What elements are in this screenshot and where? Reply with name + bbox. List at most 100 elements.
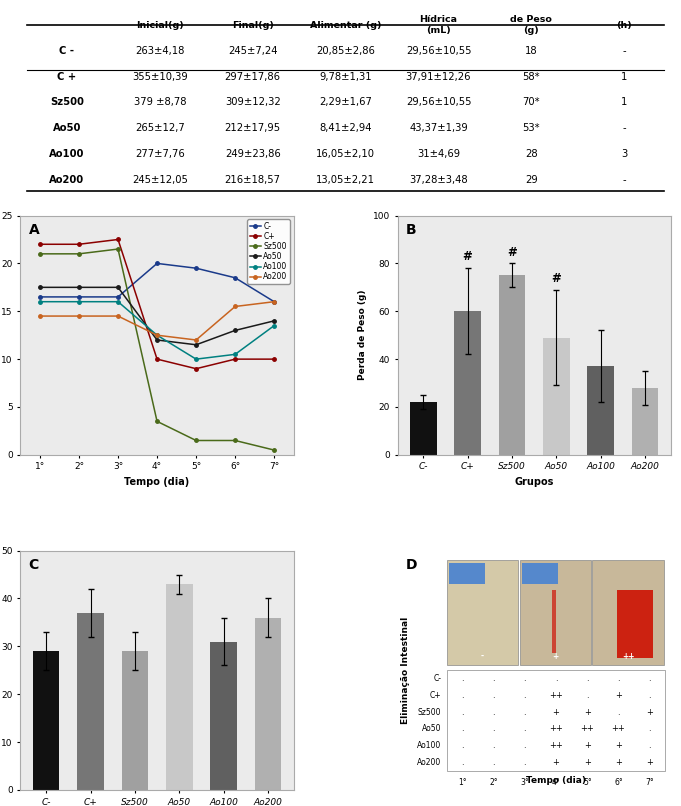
Ao200 bbox=[192, 335, 200, 345]
Text: ++: ++ bbox=[549, 725, 563, 733]
Text: -: - bbox=[481, 652, 484, 661]
Bar bbox=[498, 276, 525, 455]
Sz500 bbox=[36, 249, 44, 259]
Text: .: . bbox=[648, 691, 651, 700]
Text: .: . bbox=[492, 691, 495, 700]
C- bbox=[75, 292, 83, 301]
Sz500 bbox=[153, 417, 161, 426]
Text: .: . bbox=[617, 674, 620, 683]
Ao100 bbox=[231, 350, 239, 359]
Text: C: C bbox=[29, 558, 39, 571]
Sz500 bbox=[192, 436, 200, 446]
Text: C+: C+ bbox=[430, 691, 441, 700]
Text: .: . bbox=[492, 674, 495, 683]
Text: .: . bbox=[586, 674, 588, 683]
Ao200 bbox=[75, 311, 83, 321]
Text: +: + bbox=[552, 758, 560, 767]
Text: 3°: 3° bbox=[520, 778, 529, 787]
Text: .: . bbox=[648, 674, 651, 683]
Bar bbox=[122, 651, 148, 790]
Text: #: # bbox=[552, 272, 561, 285]
C+ bbox=[192, 364, 200, 373]
Text: +: + bbox=[584, 741, 590, 750]
Text: +: + bbox=[615, 741, 622, 750]
Ao50 bbox=[114, 283, 122, 293]
Text: #: # bbox=[463, 251, 473, 264]
Text: .: . bbox=[492, 725, 495, 733]
Ao100 bbox=[192, 355, 200, 364]
Bar bbox=[410, 402, 437, 455]
C- bbox=[114, 292, 122, 301]
Bar bbox=[592, 560, 664, 666]
X-axis label: Tempo (dia): Tempo (dia) bbox=[125, 477, 190, 487]
C- bbox=[231, 273, 239, 283]
Text: +: + bbox=[552, 708, 560, 717]
Text: Eliminação Intestinal: Eliminação Intestinal bbox=[401, 617, 410, 724]
Ao50 bbox=[231, 326, 239, 335]
Ao50 bbox=[192, 340, 200, 350]
Text: ++: ++ bbox=[612, 725, 625, 733]
Text: +: + bbox=[646, 708, 653, 717]
Text: ++: ++ bbox=[580, 725, 594, 733]
Line: Ao50: Ao50 bbox=[38, 285, 276, 347]
Text: C-: C- bbox=[433, 674, 441, 683]
Text: .: . bbox=[524, 741, 526, 750]
Text: .: . bbox=[492, 741, 495, 750]
Ao50 bbox=[270, 316, 279, 326]
Text: .: . bbox=[461, 741, 464, 750]
Text: .: . bbox=[461, 691, 464, 700]
Text: .: . bbox=[524, 758, 526, 767]
Sz500 bbox=[270, 445, 279, 455]
Text: .: . bbox=[461, 725, 464, 733]
Text: ++: ++ bbox=[549, 691, 563, 700]
Text: +: + bbox=[552, 652, 558, 661]
Text: Tempo (dia): Tempo (dia) bbox=[526, 776, 586, 785]
Text: .: . bbox=[492, 758, 495, 767]
Y-axis label: Perda de Peso (g): Perda de Peso (g) bbox=[358, 290, 367, 380]
C+ bbox=[153, 355, 161, 364]
Bar bbox=[449, 563, 485, 584]
Ao100 bbox=[270, 321, 279, 330]
Bar bbox=[522, 563, 558, 584]
Ao100 bbox=[36, 297, 44, 306]
Legend: C-, C+, Sz500, Ao50, Ao100, Ao200: C-, C+, Sz500, Ao50, Ao100, Ao200 bbox=[247, 219, 290, 284]
X-axis label: Grupos: Grupos bbox=[514, 477, 554, 487]
Bar bbox=[632, 388, 659, 455]
Bar bbox=[210, 642, 237, 790]
Bar bbox=[447, 671, 665, 771]
Bar bbox=[552, 590, 556, 654]
Text: 4°: 4° bbox=[552, 778, 560, 787]
Text: .: . bbox=[461, 708, 464, 717]
C+ bbox=[231, 355, 239, 364]
Text: #: # bbox=[507, 246, 517, 259]
Bar bbox=[520, 560, 591, 666]
Text: 5°: 5° bbox=[583, 778, 592, 787]
Line: Ao100: Ao100 bbox=[38, 300, 276, 361]
Bar bbox=[454, 311, 481, 455]
Ao200 bbox=[231, 301, 239, 311]
Sz500 bbox=[231, 436, 239, 446]
C+ bbox=[270, 355, 279, 364]
Text: .: . bbox=[555, 674, 557, 683]
Ao200 bbox=[114, 311, 122, 321]
Ao100 bbox=[114, 297, 122, 306]
Text: .: . bbox=[586, 691, 588, 700]
Bar bbox=[166, 584, 193, 790]
Text: .: . bbox=[461, 674, 464, 683]
Text: .: . bbox=[492, 708, 495, 717]
Ao50 bbox=[36, 283, 44, 293]
Text: .: . bbox=[648, 741, 651, 750]
Sz500 bbox=[114, 244, 122, 254]
Text: D: D bbox=[406, 558, 417, 571]
Bar bbox=[77, 613, 104, 790]
Ao50 bbox=[75, 283, 83, 293]
Text: Ao200: Ao200 bbox=[417, 758, 441, 767]
C+ bbox=[75, 239, 83, 249]
Ao50 bbox=[153, 335, 161, 345]
Bar bbox=[618, 590, 653, 659]
Line: C+: C+ bbox=[38, 238, 276, 371]
Line: C-: C- bbox=[38, 262, 276, 303]
C- bbox=[192, 264, 200, 273]
Text: .: . bbox=[524, 674, 526, 683]
Ao200 bbox=[270, 297, 279, 306]
